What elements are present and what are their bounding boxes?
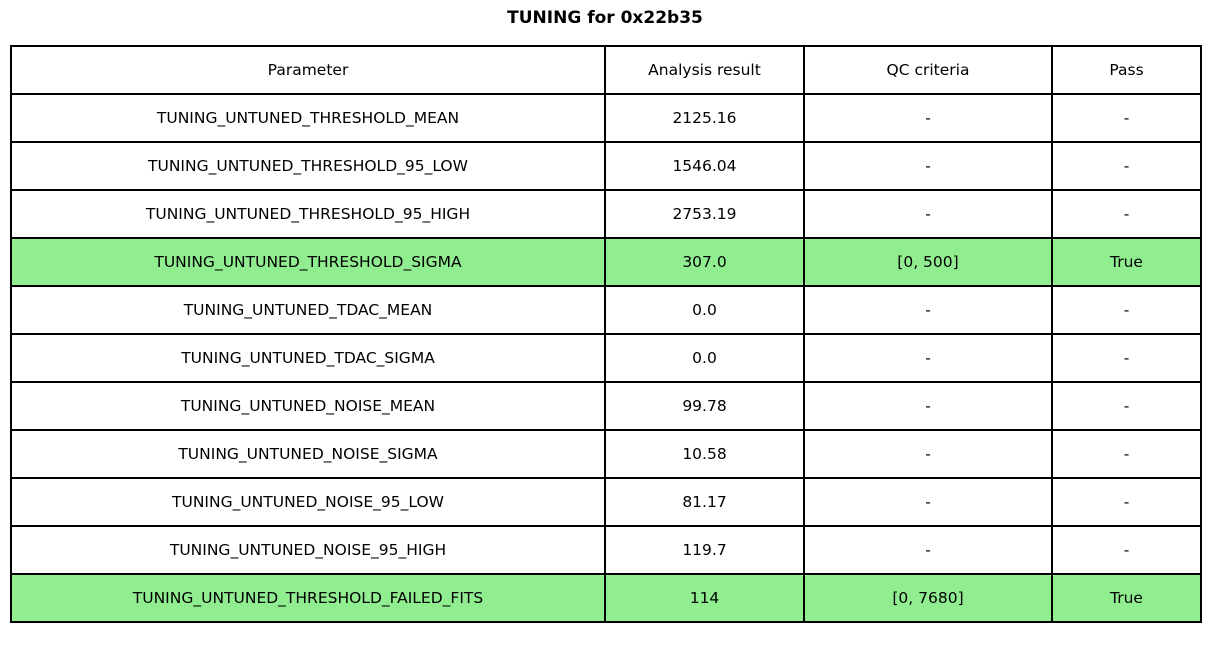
pass-cell: - bbox=[1051, 93, 1202, 143]
column-header-parameter: Parameter bbox=[10, 45, 606, 95]
qc-criteria-cell: - bbox=[803, 189, 1053, 239]
qc-criteria-cell: [0, 500] bbox=[803, 237, 1053, 287]
table-row: TUNING_UNTUNED_NOISE_SIGMA 10.58- - bbox=[10, 429, 1202, 479]
analysis-result-cell: 307.0 bbox=[604, 237, 805, 287]
table-row: TUNING_UNTUNED_TDAC_MEAN 0.0- - bbox=[10, 285, 1202, 335]
analysis-result-cell: 81.17 bbox=[604, 477, 805, 527]
parameter-cell: TUNING_UNTUNED_TDAC_SIGMA bbox=[10, 333, 606, 383]
parameter-cell: TUNING_UNTUNED_THRESHOLD_95_LOW bbox=[10, 141, 606, 191]
qc-criteria-cell: - bbox=[803, 381, 1053, 431]
analysis-result-cell: 119.7 bbox=[604, 525, 805, 575]
analysis-result-cell: 10.58 bbox=[604, 429, 805, 479]
qc-criteria-cell: - bbox=[803, 333, 1053, 383]
pass-cell: - bbox=[1051, 381, 1202, 431]
pass-cell: True bbox=[1051, 237, 1202, 287]
table-row: TUNING_UNTUNED_THRESHOLD_FAILED_FITS 114[… bbox=[10, 573, 1202, 623]
parameter-cell: TUNING_UNTUNED_NOISE_95_LOW bbox=[10, 477, 606, 527]
parameter-cell: TUNING_UNTUNED_THRESHOLD_95_HIGH bbox=[10, 189, 606, 239]
analysis-result-cell: 0.0 bbox=[604, 333, 805, 383]
parameter-cell: TUNING_UNTUNED_THRESHOLD_SIGMA bbox=[10, 237, 606, 287]
analysis-result-cell: 0.0 bbox=[604, 285, 805, 335]
table-header-row: Parameter Analysis result QC criteria Pa… bbox=[10, 45, 1202, 95]
parameter-cell: TUNING_UNTUNED_THRESHOLD_FAILED_FITS bbox=[10, 573, 606, 623]
analysis-result-cell: 2753.19 bbox=[604, 189, 805, 239]
page-title: TUNING for 0x22b35 bbox=[507, 8, 703, 28]
table-row: TUNING_UNTUNED_NOISE_MEAN 99.78- - bbox=[10, 381, 1202, 431]
pass-cell: - bbox=[1051, 141, 1202, 191]
pass-cell: - bbox=[1051, 525, 1202, 575]
parameter-cell: TUNING_UNTUNED_NOISE_95_HIGH bbox=[10, 525, 606, 575]
table-row: TUNING_UNTUNED_TDAC_SIGMA 0.0- - bbox=[10, 333, 1202, 383]
analysis-result-cell: 1546.04 bbox=[604, 141, 805, 191]
column-header-qc-criteria: QC criteria bbox=[803, 45, 1053, 95]
table-row: TUNING_UNTUNED_THRESHOLD_SIGMA 307.0 [0, 5… bbox=[10, 237, 1202, 287]
table-row: TUNING_UNTUNED_THRESHOLD_95_HIGH 2753.19-… bbox=[10, 189, 1202, 239]
qc-criteria-cell: [0, 7680] bbox=[803, 573, 1053, 623]
qc-criteria-cell: - bbox=[803, 477, 1053, 527]
parameter-cell: TUNING_UNTUNED_NOISE_MEAN bbox=[10, 381, 606, 431]
analysis-result-cell: 114 bbox=[604, 573, 805, 623]
qc-criteria-cell: - bbox=[803, 141, 1053, 191]
pass-cell: - bbox=[1051, 285, 1202, 335]
table-row: TUNING_UNTUNED_THRESHOLD_95_LOW 1546.04- - bbox=[10, 141, 1202, 191]
qc-criteria-cell: - bbox=[803, 285, 1053, 335]
qc-results-table: Parameter Analysis result QC criteria Pa… bbox=[10, 45, 1202, 623]
pass-cell: - bbox=[1051, 333, 1202, 383]
qc-criteria-cell: - bbox=[803, 429, 1053, 479]
table-row: TUNING_UNTUNED_NOISE_95_HIGH 119.7- - bbox=[10, 525, 1202, 575]
analysis-result-cell: 99.78 bbox=[604, 381, 805, 431]
table-row: TUNING_UNTUNED_THRESHOLD_MEAN 2125.16- - bbox=[10, 93, 1202, 143]
parameter-cell: TUNING_UNTUNED_NOISE_SIGMA bbox=[10, 429, 606, 479]
qc-criteria-cell: - bbox=[803, 93, 1053, 143]
pass-cell: - bbox=[1051, 189, 1202, 239]
pass-cell: - bbox=[1051, 477, 1202, 527]
column-header-analysis-result: Analysis result bbox=[604, 45, 805, 95]
pass-cell: True bbox=[1051, 573, 1202, 623]
table-row: TUNING_UNTUNED_NOISE_95_LOW 81.17- - bbox=[10, 477, 1202, 527]
table-body: TUNING_UNTUNED_THRESHOLD_MEAN 2125.16- - TU… bbox=[10, 93, 1202, 623]
qc-criteria-cell: - bbox=[803, 525, 1053, 575]
parameter-cell: TUNING_UNTUNED_TDAC_MEAN bbox=[10, 285, 606, 335]
pass-cell: - bbox=[1051, 429, 1202, 479]
column-header-pass: Pass bbox=[1051, 45, 1202, 95]
analysis-result-cell: 2125.16 bbox=[604, 93, 805, 143]
parameter-cell: TUNING_UNTUNED_THRESHOLD_MEAN bbox=[10, 93, 606, 143]
